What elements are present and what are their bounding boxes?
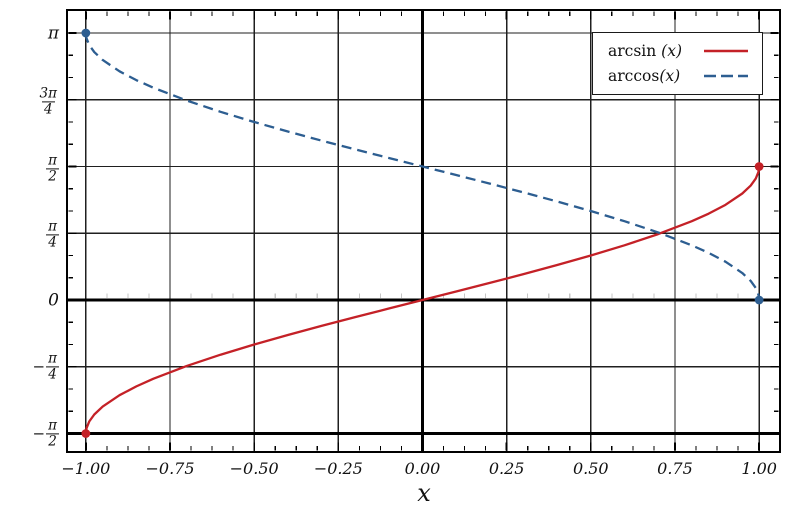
y-tick-label: − π 2 [32, 416, 59, 450]
legend-label-arccos: arccos(x) [608, 66, 681, 85]
x-tick-label: −1.00 [61, 459, 111, 478]
endpoint-marker [81, 28, 91, 38]
plot-frame [65, 8, 782, 454]
y-tick-label: 0 [48, 290, 59, 311]
endpoint-marker [81, 429, 91, 438]
endpoint-marker [754, 295, 764, 305]
y-tick-label: 3π 4 [39, 85, 57, 118]
x-tick-label: −0.50 [229, 459, 279, 478]
x-axis-title-text: x [417, 479, 431, 507]
x-axis-title: x [417, 479, 431, 507]
x-tick-label: 1.00 [741, 459, 777, 478]
legend-item-arcsin: arcsin (x) [608, 42, 749, 60]
curve-arccosx [84, 32, 761, 301]
y-tick-label: − π 4 [32, 350, 59, 383]
x-tick-label: 0.25 [488, 459, 525, 478]
legend: arcsin (x) arccos(x) [592, 32, 763, 95]
endpoint-marker [754, 162, 764, 171]
x-tick-label: 0.00 [404, 459, 441, 478]
x-tick-label: 0.75 [657, 459, 693, 478]
x-tick-label: −0.75 [145, 459, 195, 478]
y-tick-label: π [47, 23, 59, 44]
legend-item-arccos: arccos(x) [608, 67, 749, 85]
arcsin-line-sample [704, 50, 748, 53]
x-tick-label: 0.50 [572, 459, 609, 478]
x-tick-label: −0.25 [313, 459, 363, 478]
curve-arcsinx [84, 166, 761, 434]
legend-label-arcsin: arcsin (x) [608, 42, 682, 61]
arccos-line-sample [704, 74, 748, 77]
